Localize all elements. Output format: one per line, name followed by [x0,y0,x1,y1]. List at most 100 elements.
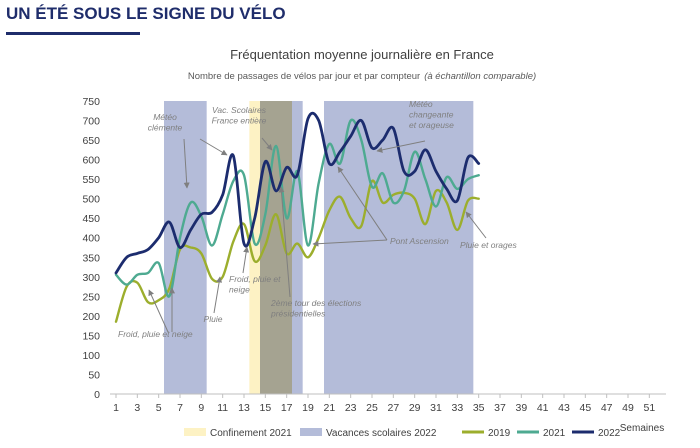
annotation-line: présidentielles [270,309,326,319]
annotation-arrow [312,239,388,247]
chart-subtitle-italic: (à échantillon comparable) [424,71,536,82]
annotation-label: Météo clémente [148,112,183,133]
y-tick-label: 100 [82,350,100,362]
annotation-line: Pluie [204,314,223,324]
y-tick-label: 300 [82,272,100,284]
x-tick-label: 1 [113,402,119,414]
annotation-label: Météo changeante et orageuse [409,99,454,130]
x-axis: 1 3 5 7 9 11 13 15 17 19 21 23 25 27 29 31 33 35 37 39 41 43 4… [110,393,666,414]
y-tick-label: 700 [82,116,100,128]
chart-legend: Confinement 2021 Vacances scolaires 2022 2… [184,428,621,439]
chart-subtitle: Nombre de passages de vélos par jour et … [188,71,536,82]
annotation-line: Météo [153,112,177,122]
x-axis-label: Semaines [620,423,664,434]
y-tick-label: 50 [88,369,100,381]
annotation-arrow [213,276,223,314]
x-tick-label: 31 [430,402,442,414]
annotation-arrow [465,211,487,239]
annotation-line: France entière [212,116,267,126]
x-tick-label: 45 [579,402,591,414]
annotation-line: Froid, pluie et neige [118,329,193,339]
annotation-label: Vac. Scolaires France entière [212,105,267,126]
annotation-line: 2ème tour des élections [270,298,362,308]
annotation-arrow [148,289,169,333]
annotation-arrow [376,140,426,153]
x-tick-label: 33 [451,402,463,414]
x-tick-label: 47 [601,402,613,414]
legend-label: Confinement 2021 [210,428,292,439]
annotation-arrow [261,137,273,151]
annotation-line: changeante [409,110,454,120]
annotation-arrow [183,138,190,189]
page-headline: UN ÉTÉ SOUS LE SIGNE DU VÉLO [6,4,286,23]
headline-underline [6,32,140,35]
legend-swatch [184,428,206,436]
annotation-arrow [337,166,388,241]
annotation-arrow [242,246,250,274]
annotation-label: 2ème tour des élections présidentielles [270,298,362,319]
annotation-line: Pont Ascension [390,236,449,246]
x-tick-label: 49 [622,402,634,414]
y-tick-label: 650 [82,135,100,147]
x-tick-label: 23 [345,402,357,414]
annotation-line: Froid, pluie et [229,274,281,284]
x-tick-label: 37 [494,402,506,414]
annotation-arrow [278,186,291,298]
annotation-line: clémente [148,123,183,133]
series-lines [114,111,481,323]
y-axis: 0 50 100 150 200 250 300 350 400 450 500 550 600 650 7… [82,96,100,401]
y-tick-label: 550 [82,174,100,186]
legend-label: 2021 [543,428,566,439]
x-tick-label: 41 [537,402,549,414]
band-vacances [292,101,303,394]
annotation-label: Pluie et orages [460,240,517,250]
legend-label: 2022 [598,428,621,439]
x-tick-label: 43 [558,402,570,414]
legend-swatch [300,428,322,436]
annotation-arrow [199,138,228,156]
y-tick-label: 600 [82,155,100,167]
x-tick-label: 35 [473,402,485,414]
x-tick-label: 9 [198,402,204,414]
annotation-line: et orageuse [409,120,454,130]
series-line-2022 [114,111,481,275]
band-confinement [249,101,260,394]
chart-title: Fréquentation moyenne journalière en Fra… [230,47,494,62]
y-tick-label: 350 [82,252,100,264]
x-tick-label: 27 [387,402,399,414]
x-tick-label: 25 [366,402,378,414]
y-tick-label: 200 [82,311,100,323]
annotation-line: Vac. Scolaires [212,105,267,115]
annotation-line: neige [229,285,250,295]
legend-label: 2019 [488,428,511,439]
chart-subtitle-main: Nombre de passages de vélos par jour et … [188,71,420,82]
x-tick-label: 3 [134,402,140,414]
legend-label: Vacances scolaires 2022 [326,428,437,439]
x-tick-label: 15 [259,402,271,414]
x-tick-label: 19 [302,402,314,414]
annotation-label: Froid, pluie et neige [118,329,193,339]
x-tick-label: 13 [238,402,250,414]
x-tick-label: 7 [177,402,183,414]
annotation-label: Pluie [204,314,223,324]
y-tick-label: 250 [82,291,100,303]
annotation-line: Météo [409,99,433,109]
x-tick-label: 39 [515,402,527,414]
x-tick-label: 51 [643,402,655,414]
y-tick-label: 500 [82,194,100,206]
annotation-label: Froid, pluie et neige [229,274,281,295]
band-vacances [164,101,207,394]
y-tick-label: 0 [94,389,100,401]
annotation-line: Pluie et orages [460,240,517,250]
x-tick-label: 5 [156,402,162,414]
x-tick-label: 29 [409,402,421,414]
y-tick-label: 750 [82,96,100,108]
y-tick-label: 400 [82,233,100,245]
annotation-label: Pont Ascension [390,236,449,246]
y-tick-label: 450 [82,213,100,225]
y-tick-label: 150 [82,330,100,342]
x-tick-label: 17 [281,402,293,414]
